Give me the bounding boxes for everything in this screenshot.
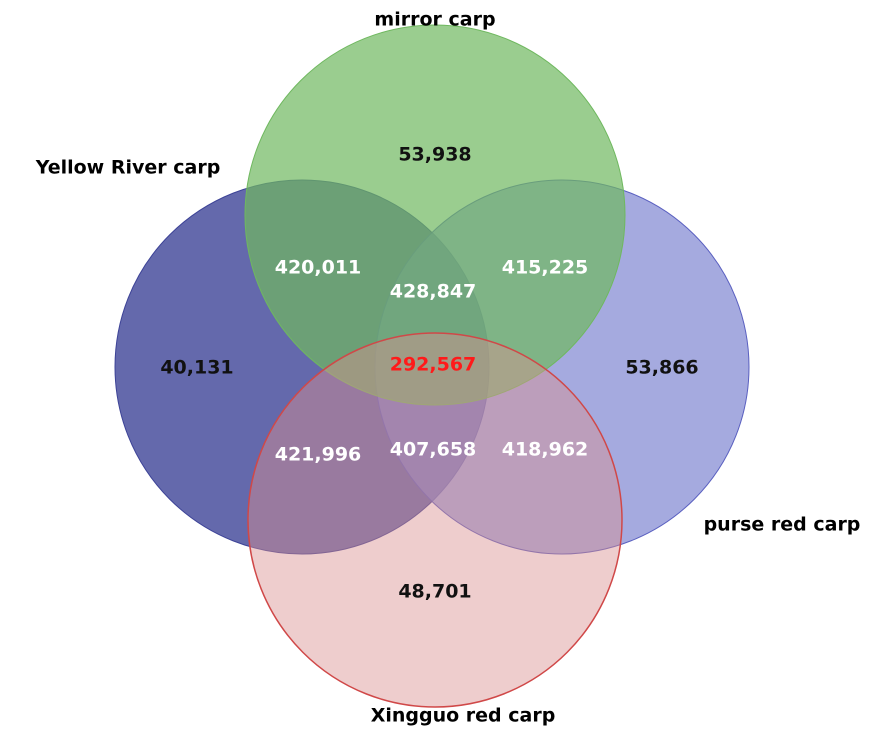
region-count: 407,658: [390, 439, 477, 461]
region-count: 292,567: [390, 354, 477, 376]
region-count: 421,996: [275, 444, 362, 466]
region-count: 48,701: [398, 581, 471, 603]
set-label: mirror carp: [374, 9, 495, 31]
set-label: purse red carp: [704, 514, 861, 536]
region-count: 53,938: [398, 144, 471, 166]
circle-mirror: [244, 24, 626, 406]
region-count: 40,131: [160, 357, 233, 379]
region-count: 420,011: [275, 257, 362, 279]
region-count: 418,962: [502, 439, 589, 461]
set-label: Xingguo red carp: [371, 705, 556, 727]
set-label: Yellow River carp: [35, 157, 221, 179]
circle-xingguo: [247, 332, 623, 708]
region-count: 53,866: [625, 357, 698, 379]
region-count: 415,225: [502, 257, 589, 279]
region-count: 428,847: [390, 281, 477, 303]
